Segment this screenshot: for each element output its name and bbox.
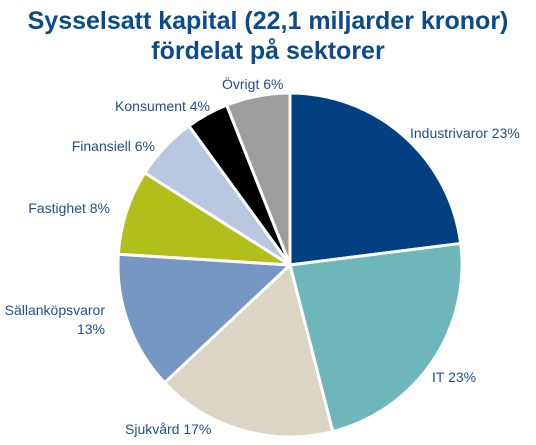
slice-label-line: Övrigt 6% [222, 75, 283, 92]
slice-label-konsument: Konsument 4% [115, 98, 210, 114]
slice-label-industrivaror: Industrivaror 23% [410, 125, 520, 141]
slice-label-it: IT 23% [432, 369, 476, 385]
slice-label-line: Finansiell 6% [72, 138, 155, 154]
slice-label-line: Industrivaror 23% [410, 125, 520, 141]
pie-slice-it [288, 241, 464, 434]
chart-title-line-1: Sysselsatt kapital (22,1 miljarder krono… [27, 7, 509, 35]
slice-label-line: Fastighet 8% [28, 200, 110, 216]
slice-label-line: IT 23% [432, 369, 476, 385]
slice-label-fastighet: Fastighet 8% [28, 200, 110, 216]
slice-label-sjukv-rd: Sjukvård 17% [125, 421, 211, 437]
slice-label-line: Sällanköpsvaror [5, 302, 106, 318]
slice-label-s-llank-psvaror: Sällanköpsvaror 13% [5, 302, 106, 337]
slice-label-line: Konsument 4% [115, 98, 210, 114]
pie-slice-sjukv-rd [163, 263, 335, 439]
pie-slices [116, 91, 464, 439]
pie-labels: Industrivaror 23% IT 23% Sjukvård 17% Sälla… [5, 75, 520, 437]
slice-label--vrigt: Övrigt 6% [222, 75, 283, 92]
slice-label-line: 13% [77, 321, 105, 337]
pie-slice--vrigt [225, 91, 292, 267]
chart-title-line-2: fördelat på sektorer [151, 37, 385, 65]
slice-label-line: Sjukvård 17% [125, 421, 211, 437]
slice-label-finansiell: Finansiell 6% [72, 138, 155, 154]
pie-slice-industrivaror [288, 91, 463, 267]
pie-slice-s-llank-psvaror [116, 252, 292, 385]
chart-title: Sysselsatt kapital (22,1 miljarder krono… [0, 6, 536, 66]
